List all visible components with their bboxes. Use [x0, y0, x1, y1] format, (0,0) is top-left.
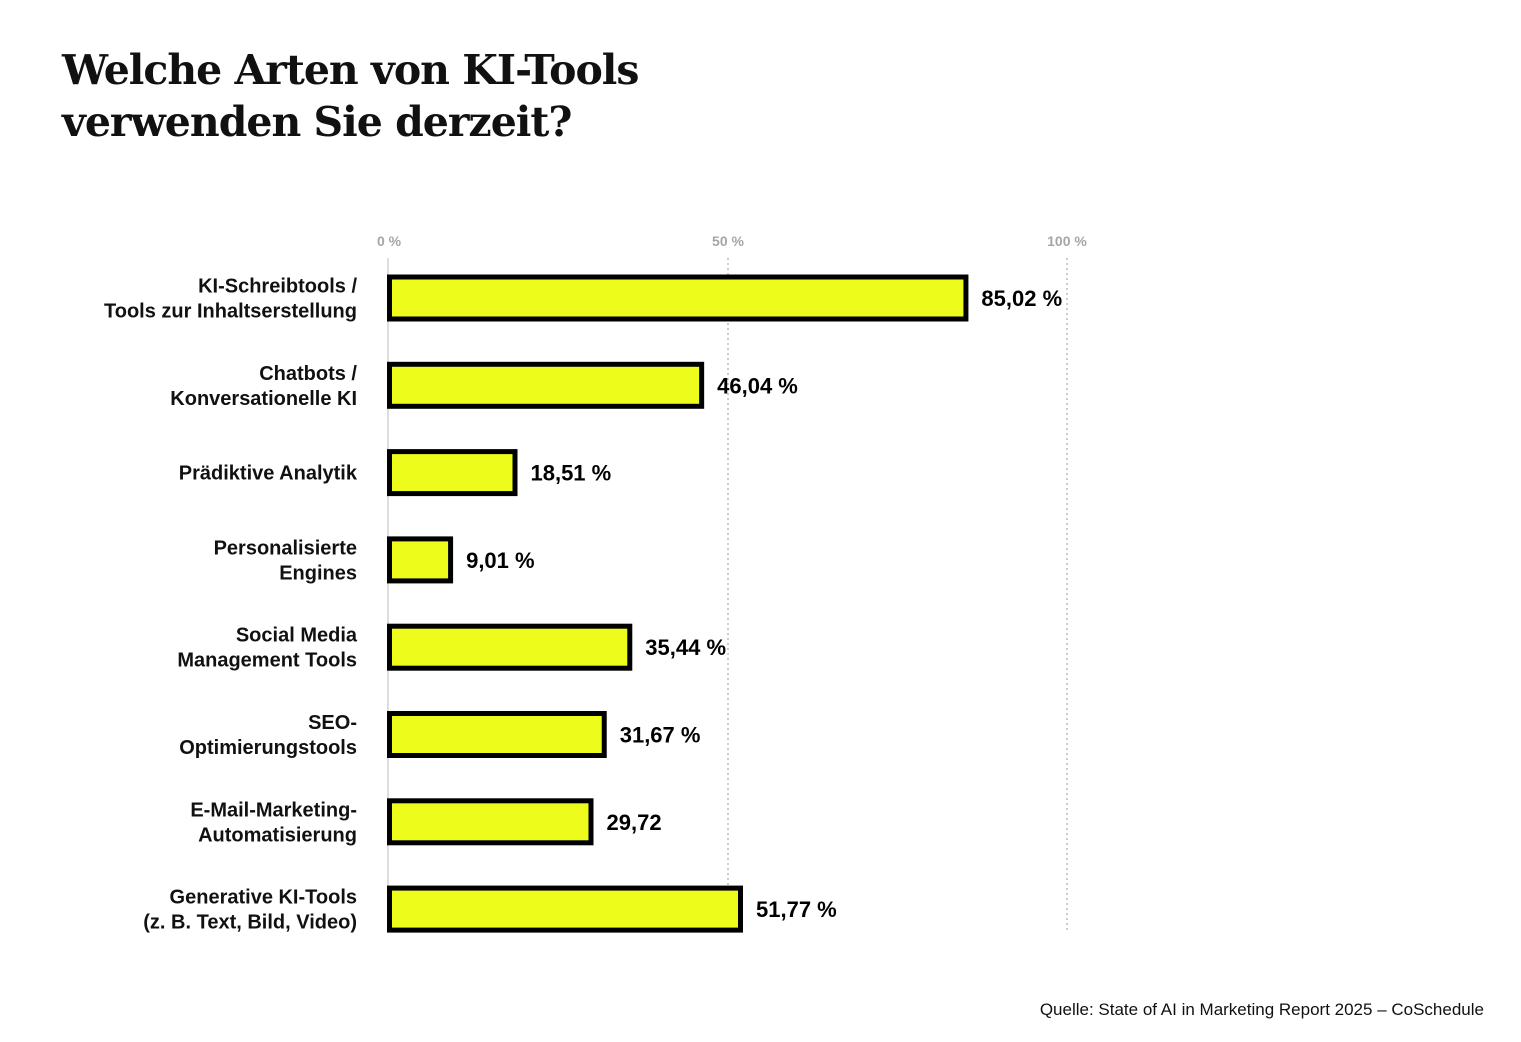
category-label-line: Generative KI-Tools — [170, 887, 357, 909]
bar — [387, 798, 594, 846]
category-label-line: Chatbots / — [259, 363, 357, 385]
category-label-line: Konversationelle KI — [170, 388, 357, 410]
category-label-line: (z. B. Text, Bild, Video) — [143, 912, 357, 934]
x-tick-label: 0 % — [377, 233, 402, 249]
category-label-line: Engines — [279, 562, 357, 584]
category-label-line: Management Tools — [177, 650, 357, 672]
category-label: Chatbots / Konversationelle KI — [170, 363, 357, 410]
category-label-line: SEO- — [308, 712, 357, 734]
category-label-line: Personalisierte — [214, 537, 357, 559]
category-label-line: Optimierungstools — [179, 737, 357, 759]
bar — [387, 274, 969, 322]
bar — [387, 449, 518, 497]
category-label: Personalisierte Engines — [214, 537, 357, 584]
source-note: Quelle: State of AI in Marketing Report … — [1039, 1000, 1484, 1019]
x-tick-label: 100 % — [1047, 233, 1087, 249]
category-label: KI-Schreibtools / Tools zur Inhaltserstel… — [104, 276, 357, 323]
value-label: 85,02 % — [981, 286, 1062, 311]
value-label: 9,01 % — [466, 548, 534, 573]
category-label-line: Social Media — [236, 625, 358, 647]
category-label: Generative KI-Tools (z. B. Text, Bild, Vi… — [143, 887, 357, 934]
x-tick-label: 50 % — [712, 233, 744, 249]
category-label-line: Automatisierung — [198, 824, 357, 846]
category-label-line: KI-Schreibtools / — [198, 276, 357, 298]
bar — [387, 536, 454, 584]
chart-title-line: Welche Arten von KI-Tools — [62, 46, 639, 94]
value-label: 18,51 % — [530, 461, 611, 486]
chart-title: Welche Arten von KI-Tools verwenden Sie d… — [62, 44, 639, 148]
value-label: 46,04 % — [717, 373, 798, 398]
bar — [387, 711, 607, 758]
bar — [387, 361, 705, 409]
category-label: E-Mail-Marketing- Automatisierung — [190, 799, 357, 846]
x-axis-ticks: 0 % 50 % 100 % — [377, 233, 1087, 249]
value-label: 51,77 % — [756, 897, 837, 922]
value-labels: 85,02 % 46,04 % 18,51 % 9,01 % 35,44 % 31,67 … — [466, 286, 1062, 922]
category-label: Prädiktive Analytik — [179, 463, 358, 485]
value-label: 31,67 % — [620, 723, 701, 748]
category-label-line: Tools zur Inhaltserstellung — [104, 301, 357, 323]
category-label: SEO- Optimierungstools — [179, 712, 357, 759]
category-labels: KI-Schreibtools / Tools zur Inhaltserstel… — [104, 276, 358, 934]
category-label-line: Prädiktive Analytik — [179, 463, 358, 485]
chart-title-line: verwenden Sie derzeit? — [62, 98, 572, 146]
bar — [387, 885, 744, 933]
bars — [387, 274, 969, 933]
category-label-line: E-Mail-Marketing- — [190, 799, 357, 821]
category-label: Social Media Management Tools — [177, 625, 358, 672]
value-label: 35,44 % — [645, 635, 726, 660]
value-label: 29,72 — [607, 810, 662, 835]
bar — [387, 623, 633, 671]
